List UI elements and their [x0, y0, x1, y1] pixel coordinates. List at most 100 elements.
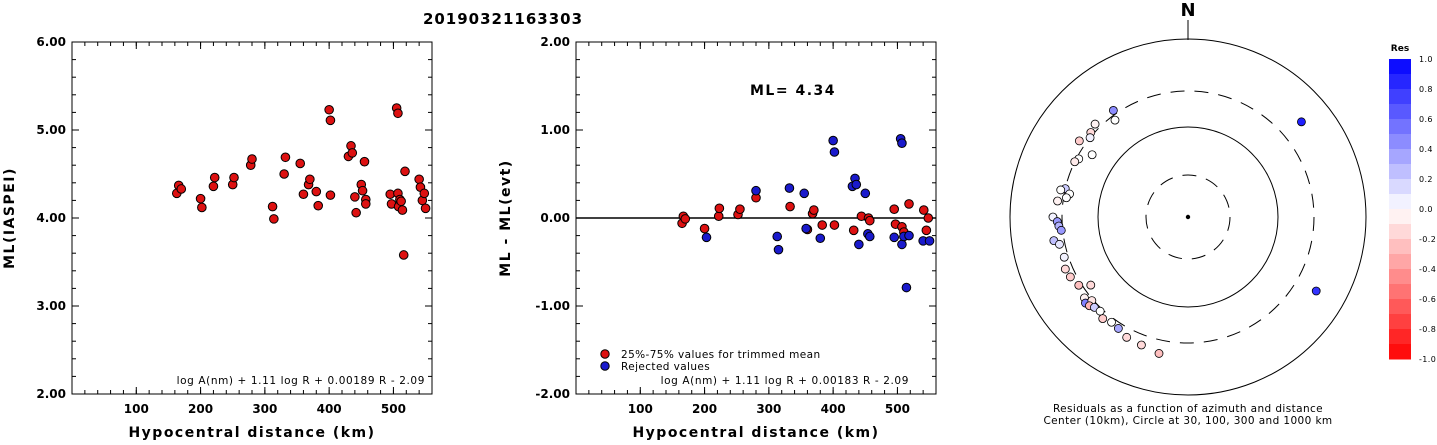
- colorbar-segment: [1389, 74, 1411, 90]
- data-point: [848, 225, 859, 236]
- data-point: [815, 233, 826, 244]
- data-point: [195, 193, 206, 204]
- legend-marker-trimmed: [600, 349, 610, 359]
- data-point: [396, 196, 406, 207]
- colorbar-segment: [1389, 209, 1411, 225]
- data-point: [419, 188, 430, 199]
- data-point: [699, 223, 710, 234]
- data-point: [923, 213, 934, 223]
- data-point: [359, 156, 370, 167]
- station-point: [1098, 314, 1108, 324]
- data-point: [860, 188, 871, 199]
- data-point: [817, 220, 828, 230]
- colorbar-tick-label: 1.0: [1419, 55, 1433, 64]
- data-points: [171, 103, 431, 260]
- colorbar: Res 1.0 0.8 0.6 0.4 0.2 0.0 -0.2 -0.4 -0.6 -0.8 -1…: [1389, 44, 1436, 364]
- formula-label: log A(nm) + 1.11 log R + 0.00183 R - 2.0…: [661, 375, 909, 387]
- formula-label: log A(nm) + 1.11 log R + 0.00189 R - 2.0…: [177, 375, 425, 387]
- data-point: [854, 239, 864, 250]
- colorbar-tick-label: 0.0: [1419, 205, 1433, 214]
- data-point: [267, 201, 278, 212]
- x-tick-label: 400: [317, 402, 342, 416]
- colorbar-segment: [1389, 164, 1411, 180]
- data-point: [809, 205, 819, 215]
- data-point: [784, 183, 795, 193]
- colorbar-segment: [1389, 104, 1411, 120]
- x-tick-label: 100: [124, 402, 149, 416]
- y-ticks: -2.00 -1.00 0.00 1.00 2.00: [535, 35, 936, 401]
- data-point: [680, 214, 691, 224]
- station-point: [1061, 193, 1071, 203]
- data-point: [311, 186, 322, 197]
- data-point: [298, 189, 309, 200]
- panel-ml-iaspei: 2.00 3.00 4.00 5.00 6.00 100 200 300 400 500 log…: [2, 35, 433, 441]
- colorbar-segment: [1389, 344, 1411, 360]
- station-point: [1110, 115, 1120, 125]
- x-ticks: 100 200 300 400 500: [588, 42, 924, 416]
- polar-caption-line2: Center (10km), Circle at 30, 100, 300 an…: [1043, 415, 1332, 427]
- colorbar-segment: [1389, 179, 1411, 195]
- data-point: [197, 202, 207, 213]
- colorbar-tick-label: -0.2: [1419, 235, 1436, 244]
- data-point: [347, 148, 358, 158]
- station-point: [1056, 185, 1066, 195]
- y-tick-label: -2.00: [535, 387, 570, 401]
- colorbar-segment: [1389, 269, 1411, 285]
- station-point: [1311, 286, 1321, 296]
- y-axis-label: ML(IASPEI): [2, 167, 18, 269]
- data-point: [918, 205, 929, 215]
- y-tick-label: 0.00: [540, 211, 570, 225]
- station-point: [1107, 317, 1116, 327]
- y-tick-label: 3.00: [36, 299, 66, 313]
- station-point: [1056, 225, 1066, 235]
- station-point: [1086, 280, 1096, 290]
- colorbar-tick-label: -0.8: [1419, 325, 1436, 334]
- station-point: [1053, 196, 1062, 206]
- colorbar-segment: [1389, 134, 1411, 150]
- data-point: [772, 231, 783, 242]
- data-point: [209, 172, 220, 183]
- ring-30km: [1145, 174, 1231, 260]
- ring-100km: [1097, 126, 1279, 308]
- legend-marker-rejected: [600, 361, 610, 371]
- colorbar-segment: [1389, 149, 1411, 165]
- data-point: [325, 190, 336, 200]
- colorbar-segment: [1389, 194, 1411, 210]
- data-point: [280, 152, 291, 163]
- data-point: [350, 192, 360, 202]
- station-point: [1060, 264, 1070, 274]
- data-point: [801, 223, 811, 234]
- x-tick-label: 100: [628, 402, 653, 416]
- y-axis-label: ML - ML(evt): [498, 159, 514, 276]
- data-point: [889, 232, 900, 243]
- data-point: [897, 138, 907, 148]
- data-point: [851, 179, 862, 190]
- station-point: [1074, 280, 1084, 290]
- data-point: [324, 104, 334, 115]
- data-point: [897, 239, 907, 250]
- data-points: [677, 134, 935, 293]
- data-point: [247, 154, 257, 164]
- ml-label: ML= 4.34: [750, 83, 836, 99]
- data-point: [713, 211, 724, 222]
- colorbar-segment: [1389, 329, 1411, 345]
- data-point: [751, 185, 761, 196]
- data-point: [351, 207, 361, 218]
- station-point: [1154, 349, 1164, 358]
- colorbar-segment: [1389, 59, 1411, 75]
- data-point: [208, 181, 219, 192]
- station-point: [1055, 239, 1064, 249]
- colorbar-tick-label: -0.4: [1419, 265, 1436, 274]
- x-tick-label: 200: [188, 402, 213, 416]
- data-point: [921, 225, 932, 236]
- y-tick-label: 2.00: [36, 387, 66, 401]
- data-point: [773, 244, 784, 255]
- colorbar-segment: [1389, 224, 1411, 240]
- epicenter-dot: [1185, 214, 1191, 220]
- y-tick-label: 6.00: [36, 35, 66, 49]
- colorbar-tick-label: 0.2: [1419, 175, 1433, 184]
- data-point: [864, 231, 875, 242]
- data-point: [799, 188, 810, 199]
- data-point: [279, 169, 289, 179]
